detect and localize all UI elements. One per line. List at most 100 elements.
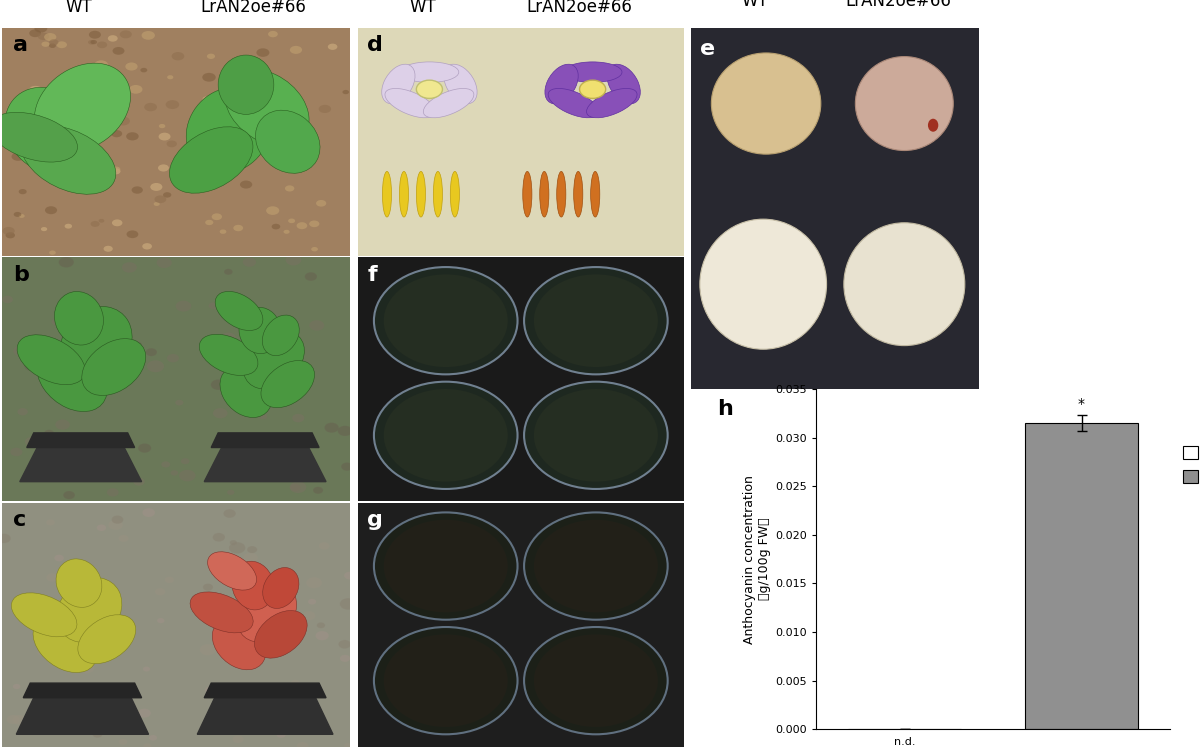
- Polygon shape: [23, 683, 142, 698]
- Circle shape: [155, 195, 167, 203]
- Ellipse shape: [431, 292, 493, 325]
- Circle shape: [19, 214, 25, 218]
- Circle shape: [233, 735, 244, 744]
- Circle shape: [244, 553, 258, 563]
- Circle shape: [113, 47, 125, 55]
- Circle shape: [230, 145, 240, 152]
- Ellipse shape: [523, 171, 532, 217]
- Ellipse shape: [582, 406, 643, 440]
- Circle shape: [106, 353, 113, 358]
- Y-axis label: Anthocyanin concentration
（g/100g FW）: Anthocyanin concentration （g/100g FW）: [743, 475, 772, 643]
- Circle shape: [374, 267, 517, 374]
- Circle shape: [524, 267, 667, 374]
- Circle shape: [49, 96, 62, 105]
- Circle shape: [416, 80, 443, 99]
- Circle shape: [324, 423, 338, 432]
- Text: c: c: [13, 510, 26, 530]
- Circle shape: [166, 100, 179, 109]
- Circle shape: [220, 230, 227, 234]
- Circle shape: [227, 490, 234, 495]
- Ellipse shape: [254, 610, 307, 658]
- Circle shape: [19, 189, 26, 194]
- Ellipse shape: [397, 303, 494, 343]
- Circle shape: [119, 739, 127, 745]
- Circle shape: [94, 604, 108, 615]
- Circle shape: [289, 378, 304, 389]
- Ellipse shape: [554, 541, 611, 572]
- Circle shape: [206, 54, 215, 59]
- Polygon shape: [19, 447, 142, 482]
- Ellipse shape: [256, 110, 320, 174]
- Bar: [1025, 423, 1138, 729]
- Circle shape: [257, 49, 270, 57]
- Ellipse shape: [56, 559, 102, 607]
- Circle shape: [317, 622, 325, 628]
- Ellipse shape: [587, 88, 637, 117]
- Circle shape: [305, 272, 317, 280]
- Circle shape: [126, 728, 133, 732]
- Circle shape: [97, 85, 108, 92]
- Circle shape: [286, 254, 301, 266]
- Circle shape: [102, 120, 115, 128]
- Text: WT: WT: [409, 0, 437, 16]
- Circle shape: [98, 219, 104, 223]
- Ellipse shape: [450, 171, 460, 217]
- Circle shape: [384, 275, 508, 367]
- Polygon shape: [197, 698, 332, 735]
- Circle shape: [119, 535, 128, 542]
- Circle shape: [262, 89, 271, 95]
- Circle shape: [122, 263, 137, 273]
- Ellipse shape: [433, 171, 443, 217]
- Circle shape: [247, 546, 257, 553]
- Circle shape: [264, 108, 274, 114]
- Circle shape: [41, 227, 47, 231]
- Circle shape: [296, 222, 307, 229]
- Circle shape: [229, 152, 241, 160]
- Text: WT: WT: [66, 0, 92, 16]
- Circle shape: [133, 478, 145, 485]
- Circle shape: [212, 408, 228, 418]
- Text: a: a: [13, 34, 28, 55]
- Circle shape: [42, 42, 49, 47]
- Circle shape: [203, 583, 214, 591]
- Circle shape: [74, 357, 88, 366]
- Circle shape: [143, 243, 152, 250]
- Circle shape: [158, 132, 170, 141]
- Circle shape: [283, 230, 289, 234]
- Circle shape: [250, 570, 260, 577]
- Circle shape: [374, 512, 517, 619]
- Circle shape: [313, 150, 320, 154]
- Circle shape: [24, 361, 40, 371]
- Circle shape: [328, 43, 337, 50]
- Circle shape: [148, 361, 164, 373]
- Circle shape: [67, 147, 73, 151]
- Ellipse shape: [394, 656, 498, 705]
- Circle shape: [132, 186, 143, 194]
- Circle shape: [271, 224, 281, 230]
- Circle shape: [94, 171, 100, 175]
- Circle shape: [64, 491, 74, 499]
- Circle shape: [178, 180, 188, 188]
- Ellipse shape: [190, 592, 253, 633]
- Circle shape: [211, 379, 226, 390]
- Circle shape: [203, 96, 211, 102]
- Circle shape: [150, 183, 162, 191]
- Circle shape: [126, 230, 138, 238]
- Circle shape: [125, 63, 138, 70]
- Circle shape: [108, 520, 122, 530]
- Circle shape: [270, 144, 278, 150]
- Polygon shape: [204, 683, 326, 698]
- Circle shape: [164, 577, 174, 583]
- Circle shape: [300, 115, 308, 121]
- Circle shape: [88, 40, 95, 45]
- Circle shape: [29, 86, 42, 95]
- Circle shape: [374, 627, 517, 735]
- Circle shape: [112, 130, 122, 138]
- Ellipse shape: [416, 171, 426, 217]
- Circle shape: [209, 302, 218, 309]
- Circle shape: [203, 73, 216, 82]
- Circle shape: [161, 462, 170, 468]
- Circle shape: [344, 571, 355, 580]
- Circle shape: [163, 192, 172, 197]
- Ellipse shape: [431, 406, 493, 440]
